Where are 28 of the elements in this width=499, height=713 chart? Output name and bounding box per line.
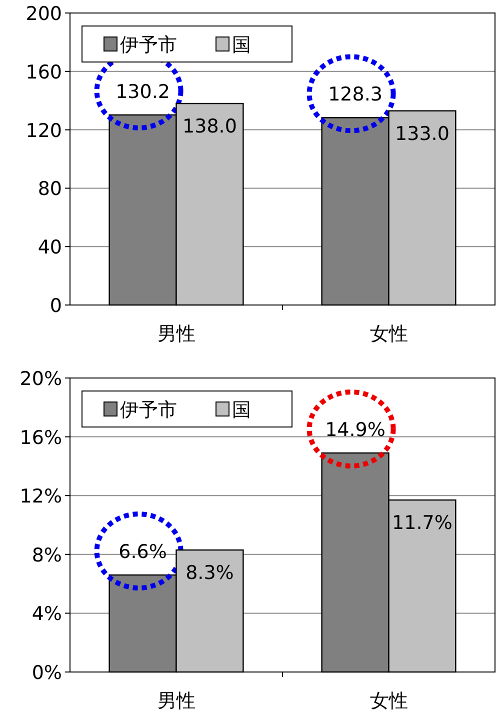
y-tick-label: 20% (20, 368, 62, 390)
y-tick-label: 16% (20, 426, 62, 449)
data-label: 133.0 (395, 122, 450, 145)
y-tick-label: 0 (50, 295, 62, 317)
y-tick-label: 200 (26, 3, 62, 25)
y-tick-label: 160 (26, 61, 62, 84)
y-tick-label: 0% (32, 662, 62, 684)
x-tick-label: 男性 (157, 690, 196, 712)
y-tick-label: 40 (38, 236, 62, 259)
y-tick-label: 120 (26, 120, 62, 142)
y-tick-label: 4% (32, 603, 62, 626)
x-tick-label: 女性 (370, 323, 408, 345)
data-label: 138.0 (182, 116, 237, 138)
legend-label: 国 (232, 34, 251, 56)
y-tick-label: 80 (38, 178, 62, 200)
legend-label: 国 (232, 399, 251, 421)
data-label: 14.9% (325, 418, 386, 441)
y-tick-label: 12% (20, 486, 62, 508)
data-label: 11.7% (392, 512, 452, 534)
data-label: 6.6% (118, 540, 167, 563)
data-label: 128.3 (328, 84, 382, 106)
x-tick-label: 男性 (157, 323, 196, 345)
data-label: 8.3% (186, 562, 234, 584)
legend-label: 伊予市 (120, 34, 177, 56)
data-label: 130.2 (116, 80, 170, 103)
y-tick-label: 8% (32, 544, 62, 566)
x-tick-label: 女性 (370, 690, 408, 712)
legend-label: 伊予市 (120, 399, 177, 421)
